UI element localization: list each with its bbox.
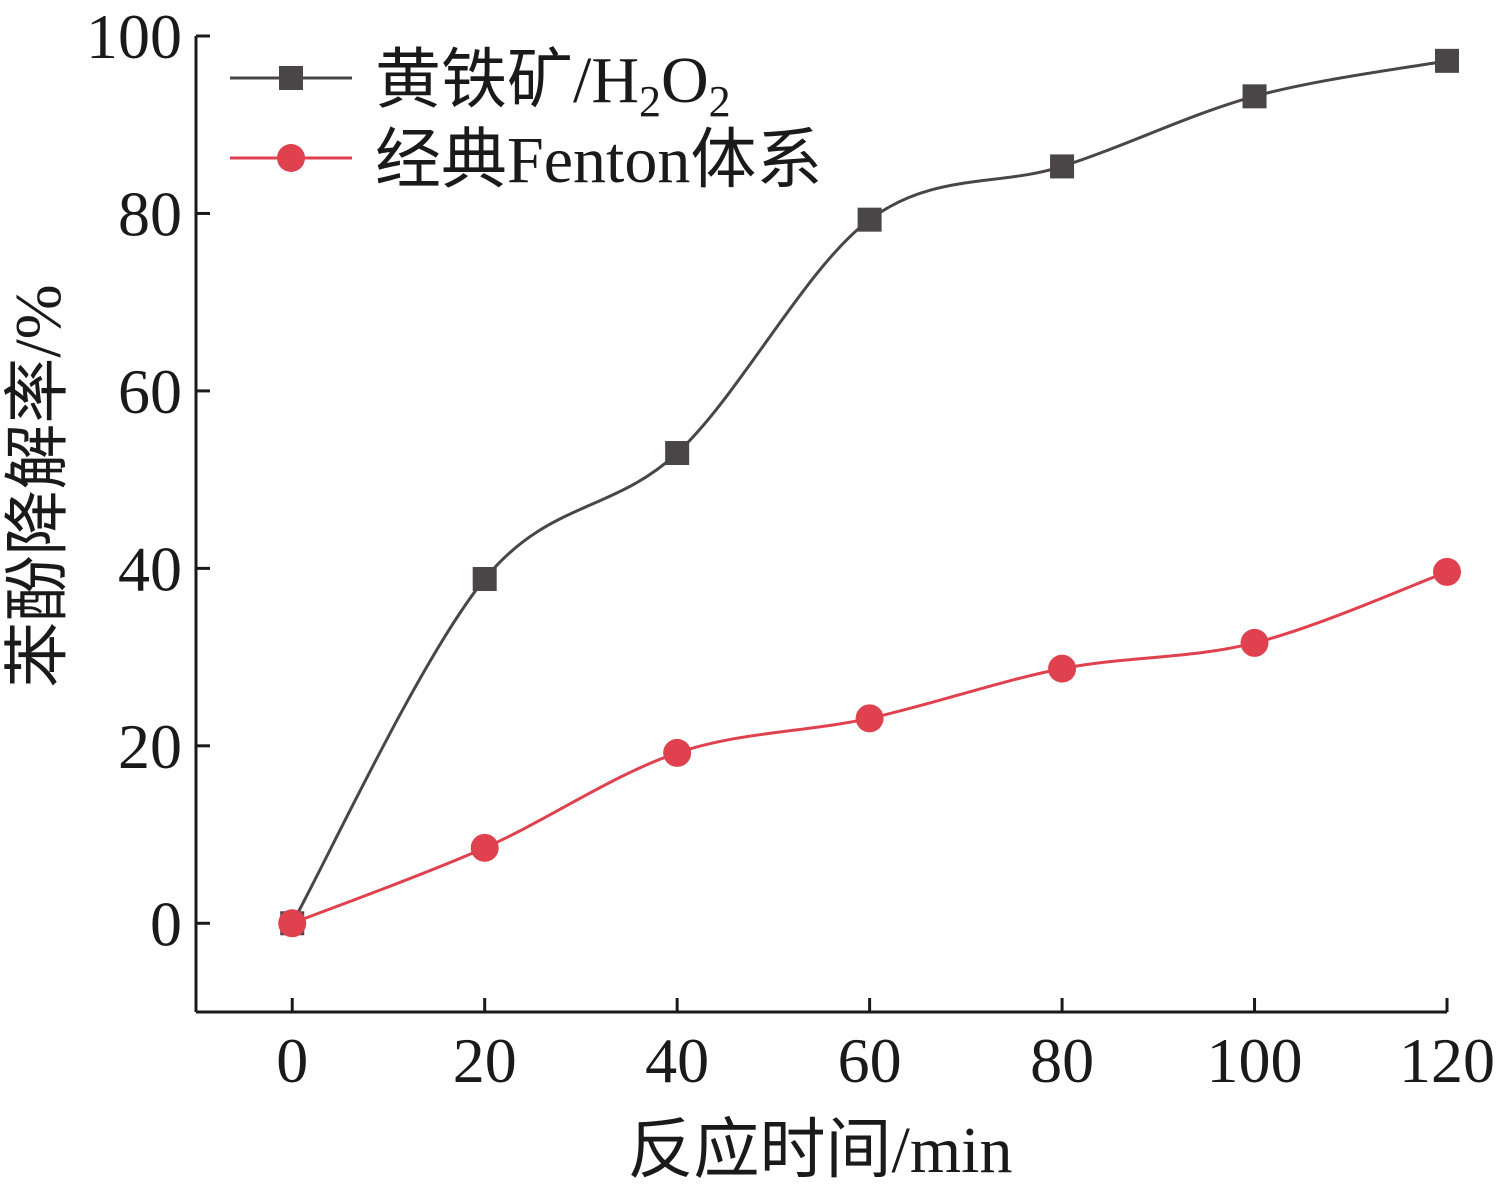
y-tick-label: 20	[118, 711, 182, 782]
x-tick-label: 120	[1399, 1025, 1495, 1096]
legend-marker-square-icon	[279, 66, 303, 90]
x-tick-label: 40	[645, 1025, 709, 1096]
data-point-square-0-2	[665, 441, 690, 466]
x-tick-label: 60	[838, 1025, 902, 1096]
data-point-circle-1-1	[470, 833, 499, 862]
y-axis-title: 苯酚降解率/%	[2, 284, 75, 687]
data-point-circle-1-4	[1048, 654, 1077, 683]
legend: 黄铁矿/H2O2 经典Fenton体系	[230, 44, 822, 197]
data-point-circle-1-5	[1240, 628, 1269, 657]
data-point-circle-1-2	[663, 738, 692, 767]
data-point-square-0-4	[1050, 154, 1075, 179]
data-point-circle-1-3	[855, 704, 884, 733]
legend-marker-circle-icon	[277, 144, 305, 172]
data-point-square-0-6	[1435, 48, 1459, 73]
legend-item-pyrite: 黄铁矿/H2O2	[230, 44, 731, 126]
data-point-circle-1-6	[1433, 557, 1461, 586]
y-tick-label: 40	[118, 533, 182, 604]
y-tick-label: 80	[118, 178, 182, 249]
data-point-square-0-3	[857, 207, 882, 232]
x-ticks: 0 20 40 60 80 100 120	[276, 998, 1495, 1096]
legend-label-fenton: 经典Fenton体系	[375, 124, 822, 197]
data-point-circle-1-0	[278, 909, 307, 938]
x-tick-label: 20	[453, 1025, 517, 1096]
y-tick-label: 100	[86, 1, 182, 72]
x-axis-title: 反应时间/min	[627, 1114, 1012, 1187]
data-point-square-0-5	[1242, 84, 1267, 109]
data-point-square-0-1	[472, 567, 497, 592]
x-tick-label: 80	[1030, 1025, 1094, 1096]
legend-label-pyrite: 黄铁矿/H2O2	[375, 44, 731, 126]
x-tick-label: 100	[1207, 1025, 1303, 1096]
y-ticks: 0 20 40 60 80 100	[86, 1, 210, 959]
legend-label-pyrite-mid: O	[661, 44, 709, 117]
series-markers	[278, 48, 1461, 938]
axes	[194, 36, 1447, 1014]
legend-label-pyrite-sub1: 2	[639, 77, 661, 126]
legend-label-pyrite-base: 黄铁矿/H	[375, 44, 639, 117]
legend-label-pyrite-sub2: 2	[709, 77, 731, 126]
y-tick-label: 0	[150, 888, 182, 959]
x-tick-label: 0	[276, 1025, 308, 1096]
y-tick-label: 60	[118, 356, 182, 427]
series-line-1	[291, 570, 1448, 925]
legend-item-fenton: 经典Fenton体系	[230, 124, 822, 197]
